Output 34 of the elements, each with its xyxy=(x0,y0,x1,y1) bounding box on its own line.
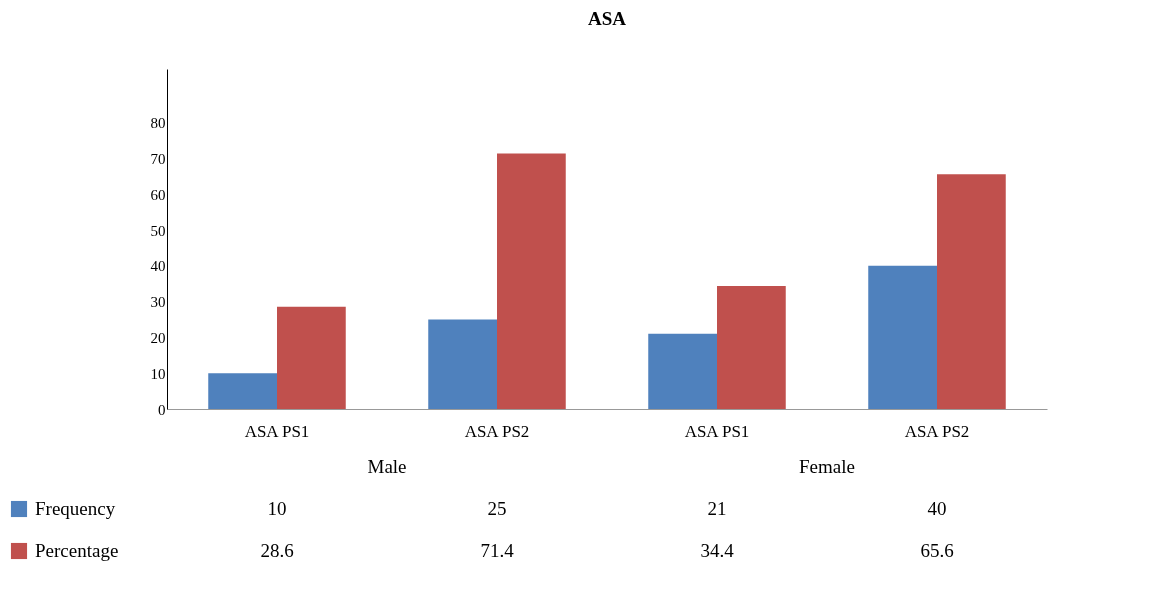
x-tick-label: ASA PS1 xyxy=(244,421,310,441)
y-tick-label: 30 xyxy=(150,294,166,311)
y-tick-label: 80 xyxy=(150,115,166,132)
bar xyxy=(428,319,497,409)
bar xyxy=(497,153,566,409)
bar xyxy=(277,306,346,409)
bar xyxy=(868,265,937,409)
data-label: 71.4 xyxy=(480,540,515,561)
data-label: 65.6 xyxy=(920,540,954,561)
x-tick-label: ASA PS1 xyxy=(684,421,750,441)
bar xyxy=(648,333,717,409)
y-tick-label: 0 xyxy=(158,401,166,418)
y-tick-label: 70 xyxy=(150,150,166,167)
bar xyxy=(937,174,1006,409)
bar xyxy=(208,373,277,409)
data-label: 40 xyxy=(927,498,947,519)
data-label: 10 xyxy=(267,498,287,519)
y-tick-label: 10 xyxy=(150,365,166,382)
y-tick-label: 60 xyxy=(150,186,166,203)
y-tick-label: 50 xyxy=(150,222,166,239)
text: Female xyxy=(799,456,855,477)
bar xyxy=(717,285,786,409)
legend-label: Frequency xyxy=(35,498,116,519)
x-tick-label: ASA PS2 xyxy=(464,421,530,441)
data-label: 28.6 xyxy=(260,540,294,561)
data-label: 25 xyxy=(487,498,507,519)
text: Male xyxy=(367,456,407,477)
data-label: 21 xyxy=(707,498,727,519)
data-label: 34.4 xyxy=(700,540,735,561)
chart-title: ASA xyxy=(587,8,627,29)
y-tick-label: 20 xyxy=(150,329,166,346)
x-tick-label: ASA PS2 xyxy=(904,421,970,441)
legend-label: Percentage xyxy=(35,540,119,561)
y-tick-label: 40 xyxy=(150,258,166,275)
